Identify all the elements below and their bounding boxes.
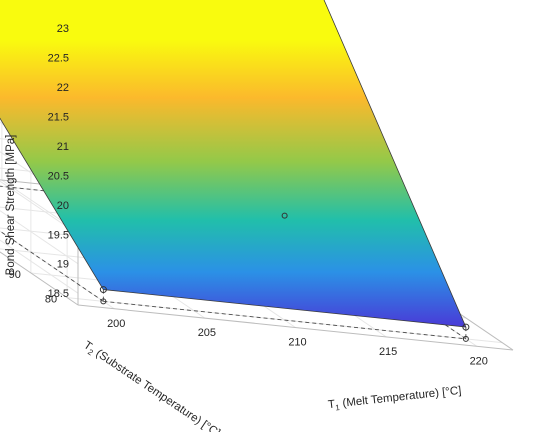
x-axis-label: T1 (Melt Temperature) [°C] — [327, 385, 462, 413]
projection-line — [0, 230, 104, 302]
grid-line — [0, 239, 79, 294]
grid-line — [0, 180, 79, 235]
y-tick-label: 90 — [9, 269, 21, 281]
surface-layer — [0, 0, 467, 328]
projection-line — [103, 300, 466, 340]
projection-point — [100, 298, 107, 305]
z-tick-label: 19 — [57, 259, 69, 271]
x-tick-label: 220 — [470, 355, 488, 367]
z-tick-label: 18.5 — [48, 288, 69, 300]
data-point — [99, 286, 107, 294]
grid-line — [0, 210, 79, 265]
z-tick-label: 21 — [57, 141, 69, 153]
z-tick-label: 22 — [57, 82, 69, 94]
front-layer — [99, 212, 470, 342]
z-tick-label: 22.5 — [48, 52, 69, 64]
data-point — [462, 323, 470, 331]
axis-box-edge — [0, 251, 79, 306]
x-tick-label: 210 — [288, 337, 306, 349]
z-tick-label: 20 — [57, 200, 69, 212]
x-tick-label: 200 — [107, 318, 125, 330]
z-axis-label: Bond Shear Strength [MPa] — [5, 135, 17, 276]
z-tick-label: 19.5 — [48, 229, 69, 241]
tick-labels: 18.5 19 19.5 20 20.5 21 21.5 22 22.5 23 200 205 210 2… — [9, 23, 488, 367]
y-tick-label: 80 — [45, 294, 57, 306]
y-axis-label: T2 (Substrate Temperature) [°C] — [80, 339, 222, 432]
z-tick-label: 21.5 — [48, 111, 69, 123]
axis-box-edge — [77, 304, 514, 351]
projection-point — [281, 212, 288, 219]
z-tick-label: 20.5 — [48, 170, 69, 182]
x-tick-label: 205 — [198, 327, 216, 339]
projection-point — [462, 335, 469, 342]
grid-line — [0, 230, 115, 310]
surface-patch — [0, 0, 467, 328]
z-tick-label: 23 — [57, 23, 69, 35]
x-tick-label: 215 — [379, 346, 397, 358]
